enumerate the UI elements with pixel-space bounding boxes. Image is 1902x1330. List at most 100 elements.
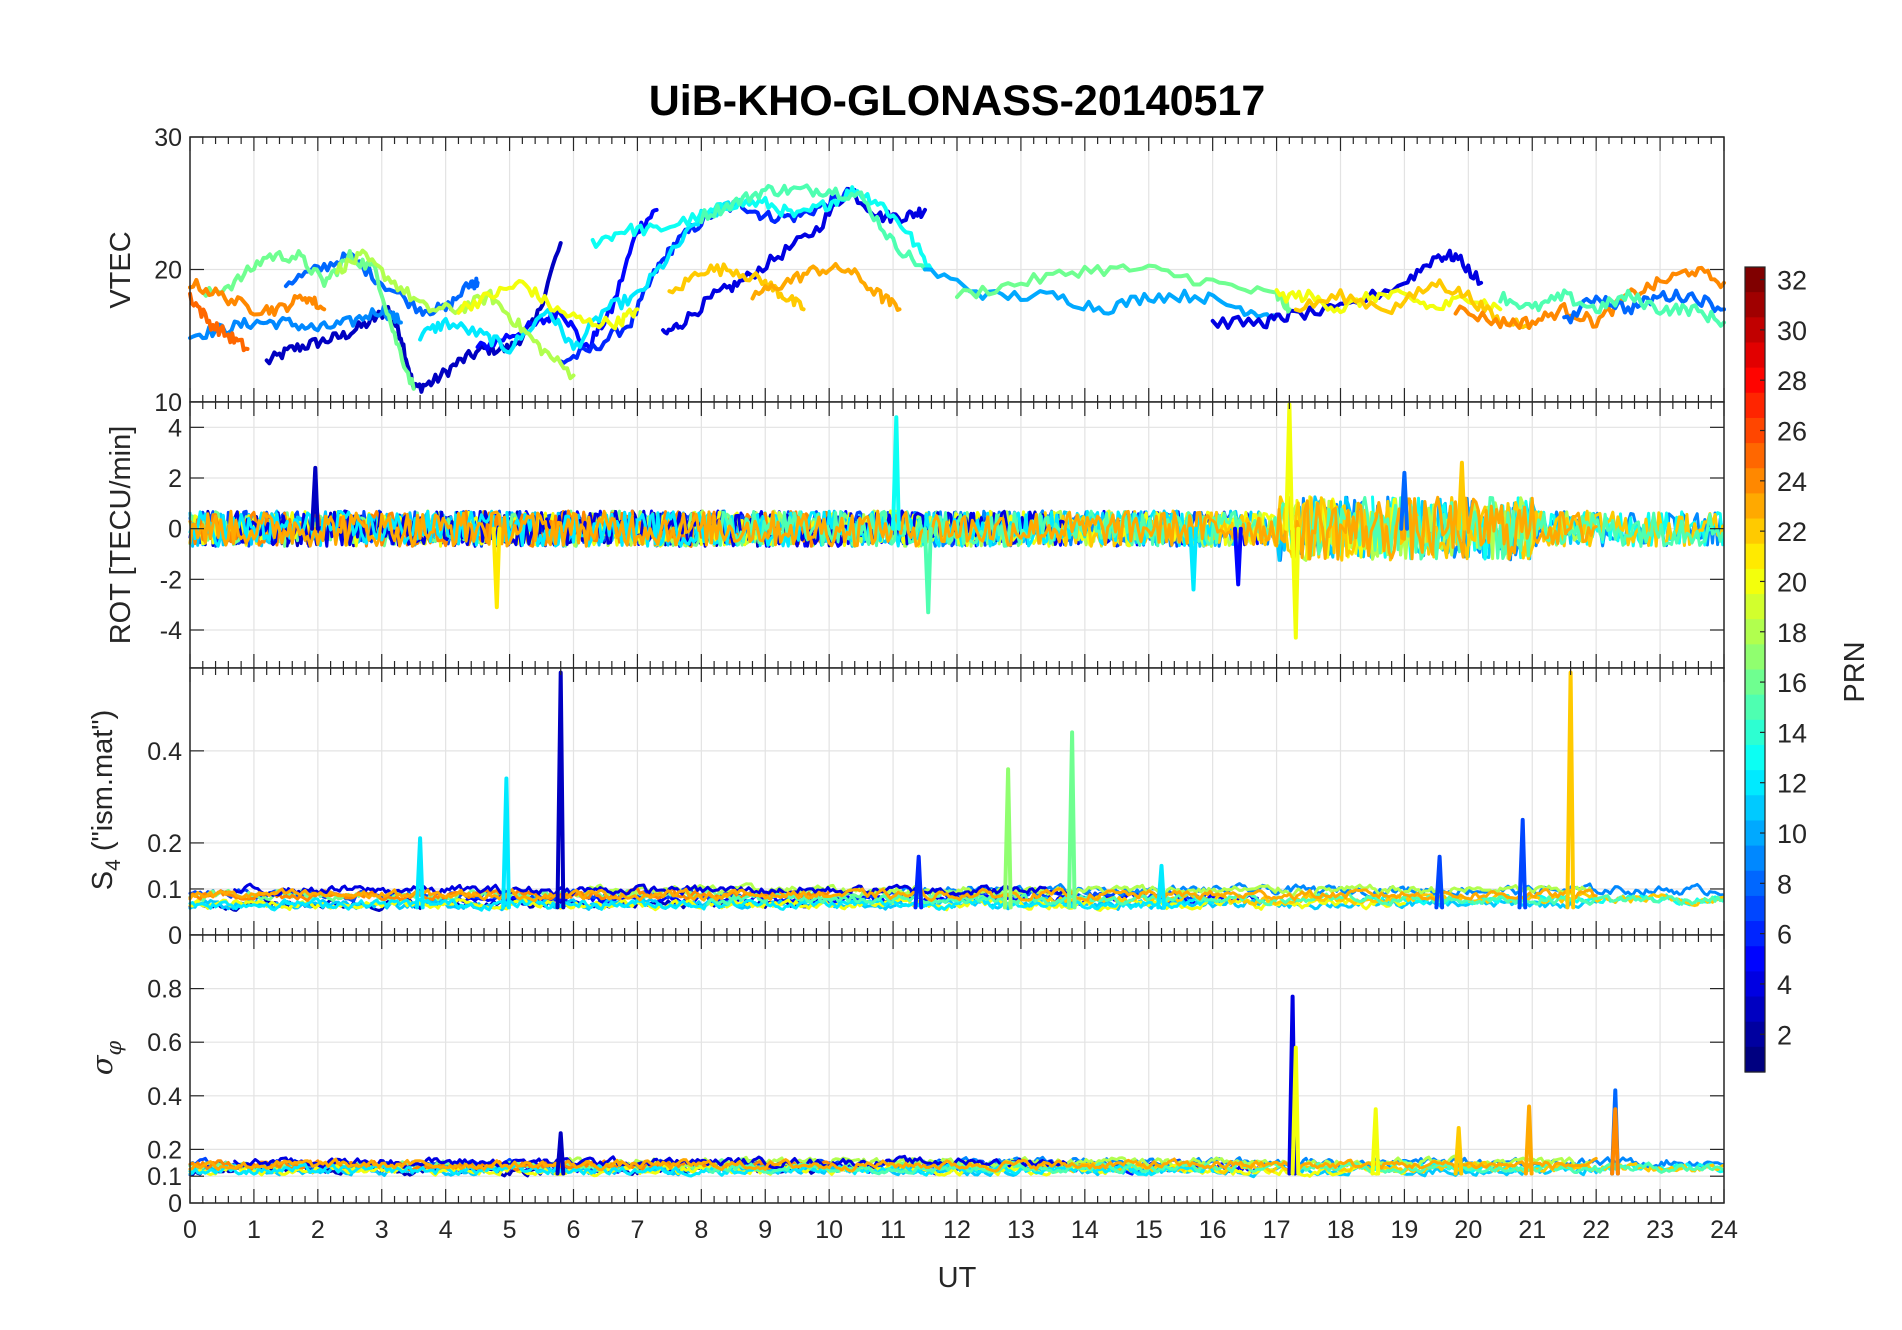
sigma_phi-spike-prn-20 xyxy=(1370,1107,1381,1176)
x-tick-label: 4 xyxy=(439,1216,453,1244)
x-tick-label: 6 xyxy=(567,1216,581,1244)
vtec-series-prn-4 xyxy=(1210,248,1484,330)
colorbar-swatch xyxy=(1745,1046,1765,1073)
colorbar-swatch xyxy=(1745,870,1765,897)
colorbar-swatch xyxy=(1745,946,1765,972)
sigma_phi-y-tick-label: 0.2 xyxy=(147,1136,182,1164)
colorbar-swatch xyxy=(1745,744,1765,771)
colorbar-tick-label: 18 xyxy=(1777,618,1807,648)
s4-spike-prn-12 xyxy=(1156,863,1167,910)
colorbar-swatch xyxy=(1745,518,1765,545)
rot-spike-prn-12 xyxy=(1188,526,1198,592)
vtec-series-prn-24 xyxy=(1453,265,1726,330)
s4-trace-prn-4 xyxy=(233,882,1068,897)
colorbar-swatch xyxy=(1745,795,1765,822)
sigma-phi-label-subscript: φ xyxy=(102,1040,126,1055)
s4-trace-prn-15 xyxy=(706,892,1725,907)
x-tick-label: 19 xyxy=(1391,1216,1419,1244)
colorbar-swatch xyxy=(1745,443,1765,469)
rot-y-tick-label: -4 xyxy=(160,617,182,645)
vtec-ticks xyxy=(189,136,1725,403)
x-tick-label: 22 xyxy=(1582,1216,1610,1244)
colorbar-swatch xyxy=(1745,719,1765,746)
s4-trace-prn-18 xyxy=(565,882,1592,898)
vtec-series-prn-9 xyxy=(188,304,403,341)
chart-title: UiB-KHO-GLONASS-20140517 xyxy=(649,77,1266,125)
vtec-series-prn-25 xyxy=(188,291,250,353)
sigma-phi-y-axis-label: σφ xyxy=(85,1040,126,1075)
s4-spike-prn-7 xyxy=(1517,817,1528,910)
sigma_phi-spike-prn-20 xyxy=(1290,1045,1301,1176)
rot-y-tick-label: 0 xyxy=(168,516,182,544)
x-tick-label: 8 xyxy=(694,1216,708,1244)
sigma_phi-y-tick-label: 0.8 xyxy=(147,976,182,1004)
colorbar-swatch xyxy=(1745,845,1765,872)
colorbar-swatch xyxy=(1745,417,1765,444)
rot-spike-prn-8 xyxy=(1399,470,1409,531)
colorbar-tick-label: 14 xyxy=(1777,718,1807,748)
s4-trace-prn-20 xyxy=(188,897,1406,912)
s4-spike-prn-17 xyxy=(1002,767,1013,910)
sigma_phi-y-tick-label: 0 xyxy=(168,1190,182,1218)
rot-spike-prn-15 xyxy=(923,526,933,615)
colorbar-swatch xyxy=(1745,619,1765,645)
colorbar-tick-label: 2 xyxy=(1777,1020,1792,1050)
colorbar-tick-label: 24 xyxy=(1777,467,1807,497)
s4-y-tick-label: 0.2 xyxy=(147,830,182,858)
s4-spike-prn-12 xyxy=(501,776,511,910)
colorbar-swatch xyxy=(1745,1021,1765,1048)
rot-y-tick-label: 4 xyxy=(168,414,182,442)
colorbar-swatch xyxy=(1745,921,1765,947)
vtec-series-prn-5 xyxy=(475,207,659,352)
sigma_phi-spike-prn-22 xyxy=(1453,1126,1464,1176)
s4-spike-prn-6 xyxy=(913,854,924,910)
colorbar-swatch xyxy=(1745,996,1765,1023)
colorbar-swatch xyxy=(1745,895,1765,922)
s4-trace-prn-12 xyxy=(188,896,1215,912)
x-tick-label: 11 xyxy=(880,1216,906,1244)
rot-spike-prn-21 xyxy=(491,526,502,610)
colorbar-swatch xyxy=(1745,568,1765,595)
vtec-series-prn-8 xyxy=(283,250,480,317)
s4-spike-prn-16 xyxy=(1066,730,1077,910)
x-tick-label: 2 xyxy=(311,1216,325,1244)
colorbar-frame xyxy=(1744,266,1766,1073)
x-tick-label: 21 xyxy=(1518,1216,1546,1244)
colorbar-swatch xyxy=(1745,669,1765,696)
rot-spike-prn-22 xyxy=(1456,460,1467,531)
colorbar-swatch xyxy=(1745,367,1765,394)
rot-spike-prn-13 xyxy=(891,415,901,531)
x-tick-label: 5 xyxy=(503,1216,517,1244)
colorbar-swatch xyxy=(1745,342,1765,369)
vtec-series-prn-12 xyxy=(418,199,742,355)
rot-spike-prn-3 xyxy=(310,465,320,531)
colorbar-tick-label: 26 xyxy=(1777,417,1807,447)
x-tick-label: 16 xyxy=(1199,1216,1227,1244)
colorbar-swatch xyxy=(1745,493,1765,520)
colorbar-swatch xyxy=(1745,267,1765,293)
colorbar-swatch xyxy=(1745,971,1765,998)
rot-spike-prn-20 xyxy=(1290,526,1301,640)
colorbar-tick-label: 12 xyxy=(1777,769,1807,799)
x-axis-label: UT xyxy=(938,1262,977,1294)
s4-y-tick-label: 0 xyxy=(168,922,182,950)
s4-data xyxy=(188,670,1725,912)
s4-y-tick-label: 0.1 xyxy=(147,876,182,904)
vtec-y-axis-label: VTEC xyxy=(105,231,137,308)
colorbar-swatch xyxy=(1745,644,1765,671)
vtec-y-tick-label: 20 xyxy=(154,257,182,285)
colorbar-tick-label: 30 xyxy=(1777,316,1807,346)
x-tick-label: 12 xyxy=(943,1216,971,1244)
x-tick-label: 1 xyxy=(247,1216,261,1244)
x-tick-label: 0 xyxy=(183,1216,197,1244)
colorbar-swatch xyxy=(1745,468,1765,495)
vtec-series-prn-20 xyxy=(456,279,640,331)
sigma-phi-label-main: σ xyxy=(85,1054,119,1075)
colorbar-swatch xyxy=(1745,543,1765,570)
sigma_phi-trace-prn-23 xyxy=(188,1156,1598,1173)
vtec-series-prn-8 xyxy=(1562,288,1726,325)
colorbar-swatch xyxy=(1745,770,1765,796)
x-tick-label: 10 xyxy=(815,1216,843,1244)
sigma_phi-y-tick-label: 0.4 xyxy=(147,1083,182,1111)
vtec-series-prn-10 xyxy=(923,267,1279,321)
